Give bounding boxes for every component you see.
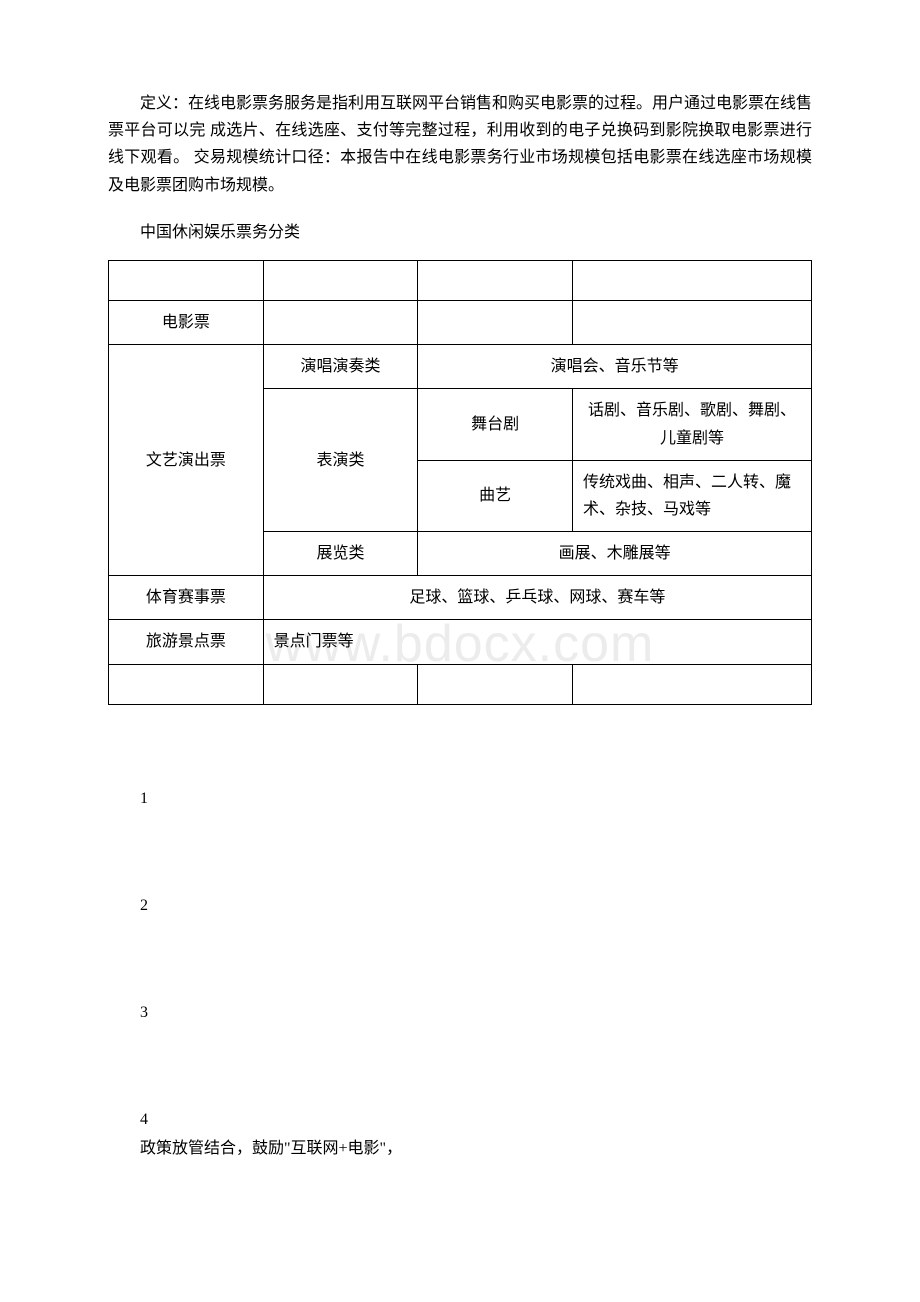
classification-table: 电影票 文艺演出票 演唱演奏类 演唱会、音乐节等 表演类 舞台剧 话剧、音乐剧、…	[108, 260, 812, 705]
list-item: 3	[108, 999, 812, 1026]
table-cell	[263, 664, 418, 704]
intro-paragraph: 定义：在线电影票务服务是指利用互联网平台销售和购买电影票的过程。用户通过电影票在…	[108, 90, 812, 199]
table-cell: 表演类	[263, 389, 418, 532]
table-row: 电影票	[109, 300, 812, 344]
table-cell	[572, 300, 811, 344]
table-cell	[418, 260, 573, 300]
table-cell: 文艺演出票	[109, 345, 264, 576]
table-cell	[572, 664, 811, 704]
table-cell	[572, 260, 811, 300]
policy-text: 政策放管结合，鼓励"互联网+电影"，	[108, 1135, 812, 1162]
table-cell: 话剧、音乐剧、歌剧、舞剧、儿童剧等	[572, 389, 811, 460]
table-cell	[418, 664, 573, 704]
list-item: 4	[108, 1106, 812, 1133]
table-cell: 电影票	[109, 300, 264, 344]
table-row	[109, 260, 812, 300]
table-cell	[263, 260, 418, 300]
table-row	[109, 664, 812, 704]
table-cell: 展览类	[263, 532, 418, 576]
table-cell: 传统戏曲、相声、二人转、魔术、杂技、马戏等	[572, 460, 811, 531]
table-cell: 旅游景点票	[109, 620, 264, 664]
table-cell: 景点门票等	[263, 620, 811, 664]
table-cell: 体育赛事票	[109, 576, 264, 620]
list-item: 1	[108, 785, 812, 812]
table-cell	[418, 300, 573, 344]
document-content: 定义：在线电影票务服务是指利用互联网平台销售和购买电影票的过程。用户通过电影票在…	[108, 90, 812, 1163]
table-row: 文艺演出票 演唱演奏类 演唱会、音乐节等	[109, 345, 812, 389]
table-cell	[109, 664, 264, 704]
table-row: 旅游景点票 景点门票等	[109, 620, 812, 664]
table-cell: 舞台剧	[418, 389, 573, 460]
table-row: 体育赛事票 足球、篮球、乒乓球、网球、赛车等	[109, 576, 812, 620]
table-subtitle: 中国休闲娱乐票务分类	[108, 219, 812, 246]
table-cell: 演唱演奏类	[263, 345, 418, 389]
table-cell	[263, 300, 418, 344]
list-item: 2	[108, 892, 812, 919]
table-cell: 演唱会、音乐节等	[418, 345, 812, 389]
table-cell: 曲艺	[418, 460, 573, 531]
table-cell: 足球、篮球、乒乓球、网球、赛车等	[263, 576, 811, 620]
table-cell	[109, 260, 264, 300]
table-cell: 画展、木雕展等	[418, 532, 812, 576]
numbered-list: 1 2 3 4	[108, 785, 812, 1134]
